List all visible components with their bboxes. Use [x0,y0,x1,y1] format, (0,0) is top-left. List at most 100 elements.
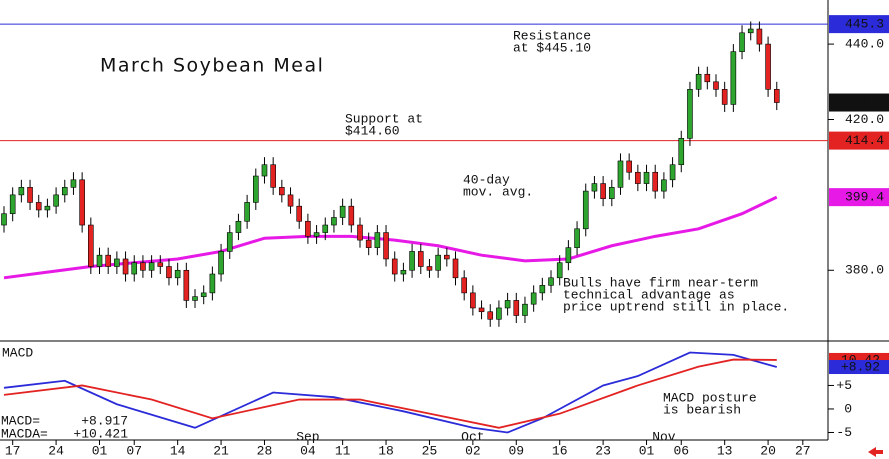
x-tick-label: 04 [300,443,316,458]
candle-body [409,251,415,271]
x-tick-label: 14 [170,443,186,458]
annotation: Support at [345,111,423,126]
annotation: technical advantage as [563,287,735,302]
candle-body [244,202,250,222]
candle-body [643,171,650,184]
candle-body [400,269,407,275]
candle-body [695,73,702,90]
x-tick-label: 28 [257,443,273,458]
annotation: mov. avg. [463,184,533,199]
scroll-arrow[interactable] [868,447,883,457]
candle-body [131,262,138,275]
candle-body [530,292,537,305]
candle-body [287,194,294,207]
readout-label: MACDA= [1,426,48,441]
macd-annotation: is bearish [663,402,741,417]
candle-body [704,73,711,83]
annotation: Bulls have firm near-term [563,275,758,290]
candle-body [687,89,693,139]
macd-value-label: +8.92 [841,359,880,374]
candle-body [617,160,624,188]
candle-body [322,224,329,233]
close-box [829,93,889,112]
x-tick-label: 25 [422,443,438,458]
x-tick-label: 21 [213,443,229,458]
candle-body [470,292,476,309]
x-tick-label: 20 [760,443,776,458]
macd-y-tick-label: 0 [844,401,852,416]
candle-body [513,300,520,316]
candle-body [626,160,632,173]
annotation: $414.60 [345,123,400,138]
x-tick-label: 13 [717,443,733,458]
candle-body [9,194,16,215]
candle-body [730,51,737,105]
x-tick-label: 23 [595,443,611,458]
level-label: 414.4 [845,133,884,148]
candle-body [678,138,685,166]
candle-body [183,269,190,301]
macd-title: MACD [2,345,33,360]
candle-body [582,190,589,230]
level-label: 445.3 [845,17,884,32]
candle-body [504,300,511,309]
chart-title: March Soybean Meal [100,55,324,77]
candle-body [1,213,7,226]
candle-body [122,258,129,275]
x-tick-label: 24 [48,443,64,458]
candle-body [200,292,207,297]
x-tick-label: 11 [335,443,351,458]
candle-body [279,187,285,196]
candle-body [331,217,337,226]
candle-body [713,81,719,90]
month-label: Nov [652,429,676,444]
candle-body [305,220,311,237]
candle-body [452,258,459,279]
candle-body [296,205,303,222]
close-label: 424.5 [845,95,884,110]
candle-body [487,311,494,320]
candle-body [773,89,780,103]
x-tick-label: 17 [5,443,21,458]
candle-body [226,232,233,252]
candle-body [383,232,389,260]
candle-body [44,205,51,211]
candle-body [661,179,667,192]
annotation: at $445.10 [513,40,591,55]
x-tick-label: 02 [465,443,481,458]
month-label: Oct [461,429,484,444]
readout-value: +10.421 [73,426,128,441]
macd-y-tick-label: +5 [836,378,852,393]
candle-body [739,32,745,52]
candle-body [261,164,268,177]
candle-body [522,303,528,316]
candle-body [391,258,398,275]
candle-body [765,43,771,90]
annotation: price uptrend still in place. [563,299,789,314]
ma-label: 399.4 [845,190,884,205]
candle-body [140,262,146,271]
x-tick-label: 27 [795,443,811,458]
candle-body [478,307,485,313]
macd-annotation: MACD posture [663,390,757,405]
annotation: 40-day [463,172,510,187]
candle-body [174,269,181,279]
candle-body [374,232,381,248]
candle-body [747,28,754,34]
candle-body [166,266,172,279]
candle-body [148,262,155,271]
candle-body [444,254,450,260]
x-tick-label: 01 [92,443,108,458]
month-label: Sep [296,429,319,444]
candle-body [313,232,320,237]
candle-body [61,187,68,196]
candle-body [721,89,728,105]
x-tick-label: 16 [552,443,568,458]
macd-value-box [829,360,889,375]
candle-body [18,187,25,196]
candle-body [357,224,363,241]
candle-body [348,205,355,226]
candle-body [70,179,77,188]
